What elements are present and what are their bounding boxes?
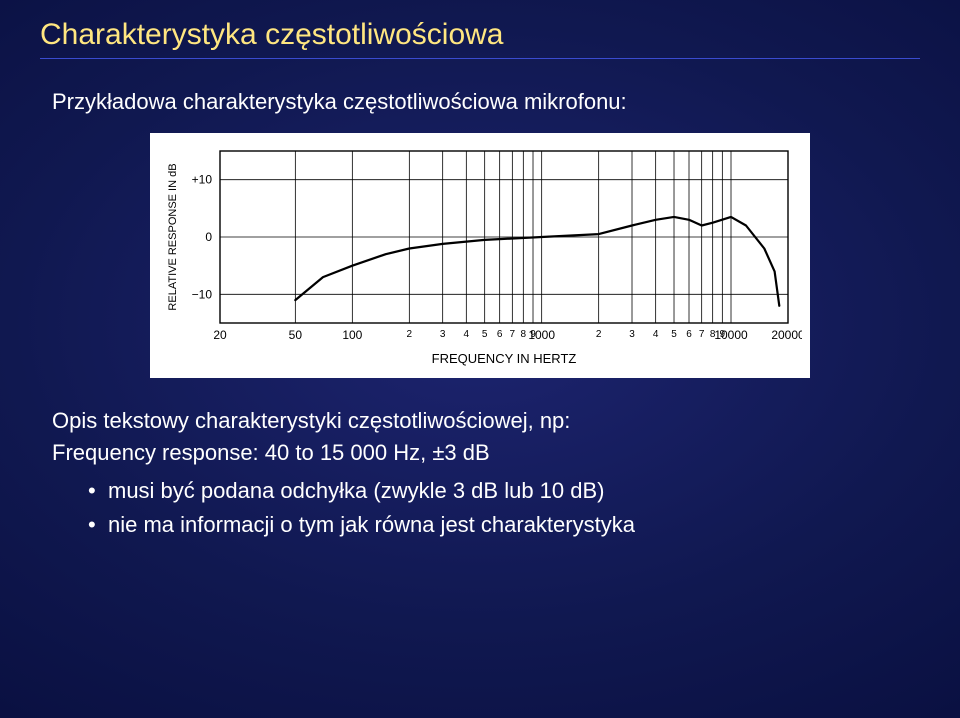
- svg-text:9: 9: [530, 329, 536, 340]
- svg-text:RELATIVE RESPONSE IN dB: RELATIVE RESPONSE IN dB: [167, 163, 179, 310]
- svg-text:7: 7: [510, 329, 516, 340]
- svg-text:8: 8: [710, 329, 716, 340]
- svg-text:20000: 20000: [771, 328, 802, 342]
- svg-text:4: 4: [464, 329, 470, 340]
- svg-text:100: 100: [342, 328, 362, 342]
- svg-text:2: 2: [596, 329, 602, 340]
- svg-text:FREQUENCY IN HERTZ: FREQUENCY IN HERTZ: [432, 351, 577, 366]
- svg-text:3: 3: [629, 329, 635, 340]
- svg-text:20: 20: [213, 328, 227, 342]
- svg-text:+10: +10: [192, 173, 213, 187]
- frequency-response-line: Frequency response: 40 to 15 000 Hz, ±3 …: [52, 440, 920, 466]
- svg-text:50: 50: [289, 328, 303, 342]
- list-item: nie ma informacji o tym jak równa jest c…: [88, 510, 920, 540]
- description-text: Opis tekstowy charakterystyki częstotliw…: [52, 408, 920, 434]
- svg-text:−10: −10: [192, 287, 213, 301]
- svg-text:5: 5: [671, 329, 677, 340]
- svg-text:4: 4: [653, 329, 659, 340]
- svg-text:3: 3: [440, 329, 446, 340]
- svg-text:0: 0: [205, 230, 212, 244]
- svg-text:7: 7: [699, 329, 705, 340]
- svg-text:8: 8: [521, 329, 527, 340]
- svg-text:6: 6: [686, 329, 692, 340]
- bullet-list: musi być podana odchyłka (zwykle 3 dB lu…: [88, 476, 920, 539]
- page-title: Charakterystyka częstotliwościowa: [40, 18, 920, 59]
- lead-text: Przykładowa charakterystyka częstotliwoś…: [52, 89, 920, 115]
- svg-text:5: 5: [482, 329, 488, 340]
- frequency-response-chart: −100+10205010010001000020000234567892345…: [150, 133, 810, 378]
- svg-text:6: 6: [497, 329, 503, 340]
- svg-text:9: 9: [720, 329, 726, 340]
- list-item: musi być podana odchyłka (zwykle 3 dB lu…: [88, 476, 920, 506]
- svg-text:2: 2: [407, 329, 413, 340]
